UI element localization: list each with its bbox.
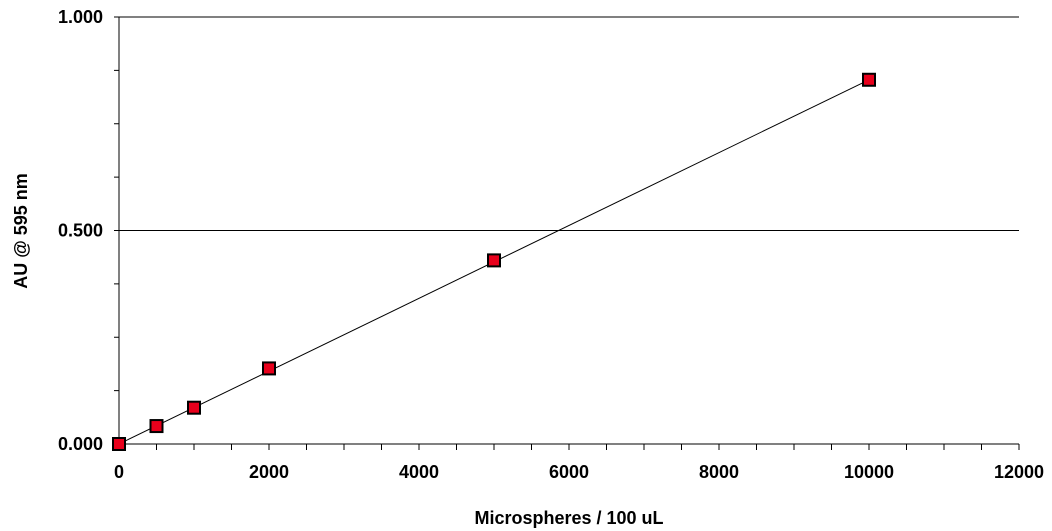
data-point [487,253,501,268]
y-tick-label: 0.000 [58,434,103,454]
gridlines [119,16,1019,231]
x-tick-label: 0 [114,462,124,482]
data-points [112,72,876,451]
tick-labels: 0.000 0.500 1.000 0 2000 4000 6000 8000 10000 120… [58,7,1044,482]
data-point [262,361,276,376]
data-point [112,437,126,451]
x-axis-title: Microspheres / 100 uL [474,508,663,528]
y-tick-label: 0.500 [58,221,103,241]
data-point [187,400,201,415]
x-tick-label: 10000 [844,462,894,482]
data-point [149,419,164,434]
x-tick-label: 6000 [549,462,589,482]
x-tick-label: 8000 [699,462,739,482]
y-tick-label: 1.000 [58,7,103,27]
x-tick-label: 2000 [249,462,289,482]
x-tick-label: 12000 [994,462,1044,482]
ticks [114,16,1020,450]
data-point [862,72,876,87]
y-axis-title: AU @ 595 nm [11,173,31,289]
x-tick-label: 4000 [399,462,439,482]
